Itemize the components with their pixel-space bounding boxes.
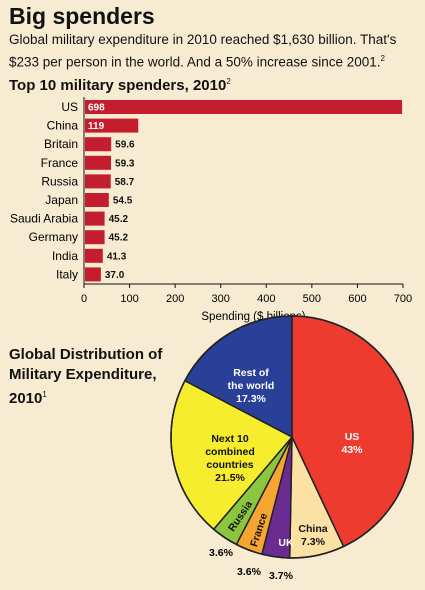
category-label: Japan [45, 193, 78, 207]
pie-value-uk: 3.7% [269, 570, 294, 582]
value-label: 41.3 [107, 251, 127, 262]
pie-label-next10-line: combined [205, 446, 255, 458]
pie-value-russia: 3.6% [209, 547, 234, 559]
page-subtitle: Global military expenditure in 2010 reac… [9, 30, 419, 72]
category-label: France [41, 156, 79, 170]
x-tick-label: 200 [166, 293, 184, 305]
value-label: 37.0 [105, 270, 125, 281]
value-label: 45.2 [109, 233, 129, 244]
bar-chart: US 698 China 119 Britain 59.6 France 59.3 Russia… [10, 97, 412, 323]
pie-label-next10-line: Next 10 [211, 433, 249, 445]
x-tick-label: 300 [212, 293, 230, 305]
pie-chart: US 43% China 7.3% UK Rest of the world 17.3% Nex… [170, 315, 414, 582]
x-tick-label: 100 [120, 293, 138, 305]
value-label: 59.6 [115, 140, 135, 151]
pie-label-us: US 43% [341, 431, 363, 456]
category-label: Italy [56, 267, 78, 281]
category-label: Russia [41, 174, 78, 188]
bar-chart-title-text: Top 10 military spenders, 2010 [9, 77, 227, 94]
bar-russia [85, 174, 111, 189]
bar-italy [85, 267, 101, 282]
pie-label-china: China 7.3% [298, 523, 327, 548]
bar-india [85, 248, 103, 263]
pie-label-next10-line: countries [206, 459, 253, 471]
bar-chart-title: Top 10 military spenders, 20102 [9, 77, 231, 94]
subtitle-text: Global military expenditure in 2010 reac… [9, 32, 397, 70]
x-tick-label: 500 [303, 293, 321, 305]
pie-label-china-line: 7.3% [301, 536, 326, 548]
category-label: Germany [29, 230, 78, 244]
pie-label-china-line: China [298, 523, 327, 535]
x-tick-label: 0 [81, 293, 87, 305]
pie-label-next10: Next 10 combined countries 21.5% [205, 433, 255, 484]
bar-chart-title-footnote: 2 [226, 77, 231, 86]
bar-germany [85, 230, 105, 245]
pie-label-uk: UK [278, 537, 294, 549]
bar-saudi-arabia [85, 211, 105, 226]
category-label: US [61, 100, 78, 114]
category-label: Britain [44, 137, 78, 151]
pie-chart-title-text: Global Distribution of Military Expendit… [9, 346, 163, 407]
value-label: 45.2 [109, 214, 129, 225]
pie-label-next10-line: 21.5% [215, 472, 245, 484]
value-label: 54.5 [113, 196, 133, 207]
value-label: 59.3 [115, 158, 135, 169]
category-label: Saudi Arabia [10, 212, 78, 226]
category-label: India [52, 249, 78, 263]
x-tick-label: 700 [394, 293, 412, 305]
x-tick-label: 400 [257, 293, 275, 305]
bar-us [85, 100, 403, 114]
pie-label-rest-line: Rest of [233, 367, 269, 379]
bar-britain [85, 137, 112, 152]
subtitle-footnote: 2 [380, 54, 385, 63]
pie-label-uk-line: UK [278, 537, 294, 549]
pie-value-france: 3.6% [237, 566, 262, 578]
pie-outline [170, 315, 414, 559]
x-tick-label: 600 [348, 293, 366, 305]
value-label: 698 [88, 103, 105, 114]
pie-label-rest-line: 17.3% [236, 393, 266, 405]
bar-france [85, 155, 112, 170]
bar-japan [85, 193, 109, 207]
bar-china [85, 118, 139, 133]
pie-chart-title: Global Distribution of Military Expendit… [9, 345, 179, 409]
pie-label-us-line: 43% [341, 444, 363, 456]
pie-label-rest: Rest of the world 17.3% [228, 367, 275, 405]
page-title: Big spenders [9, 3, 155, 29]
pie-label-us-line: US [345, 431, 360, 443]
value-label: 58.7 [115, 177, 135, 188]
pie-chart-title-footnote: 1 [42, 390, 47, 399]
value-label: 119 [88, 121, 105, 132]
category-label: China [47, 119, 79, 133]
pie-label-rest-line: the world [228, 380, 275, 392]
